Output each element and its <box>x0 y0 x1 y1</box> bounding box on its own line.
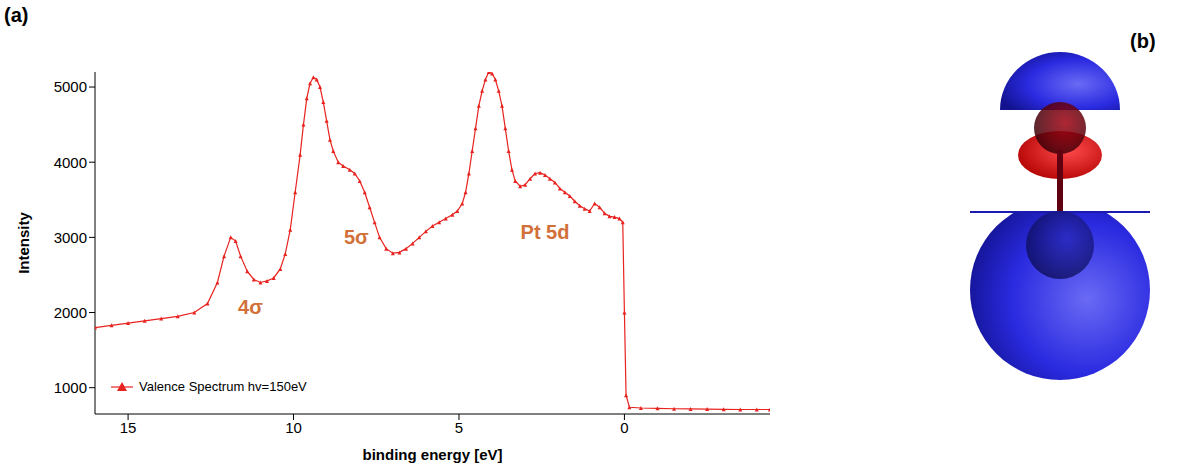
svg-text:Intensity: Intensity <box>15 212 32 274</box>
svg-text:5: 5 <box>455 419 463 436</box>
svg-text:5σ: 5σ <box>344 226 369 248</box>
svg-text:3000: 3000 <box>54 229 87 246</box>
html-text:(b): (b) <box>1130 30 1156 52</box>
svg-text:2000: 2000 <box>54 304 87 321</box>
svg-text:1000: 1000 <box>54 379 87 396</box>
svg-text:5000: 5000 <box>54 78 87 95</box>
html-text:Valence Spectrum hv=150eV: Valence Spectrum hv=150eV <box>139 379 307 394</box>
svg-text:10: 10 <box>285 419 302 436</box>
html-text:(a): (a) <box>4 4 29 26</box>
svg-text:Pt 5d: Pt 5d <box>521 221 570 243</box>
svg-text:binding energy [eV]: binding energy [eV] <box>362 446 502 463</box>
svg-text:0: 0 <box>620 419 628 436</box>
svg-text:4σ: 4σ <box>238 296 263 318</box>
svg-text:4000: 4000 <box>54 154 87 171</box>
svg-text:15: 15 <box>120 419 137 436</box>
